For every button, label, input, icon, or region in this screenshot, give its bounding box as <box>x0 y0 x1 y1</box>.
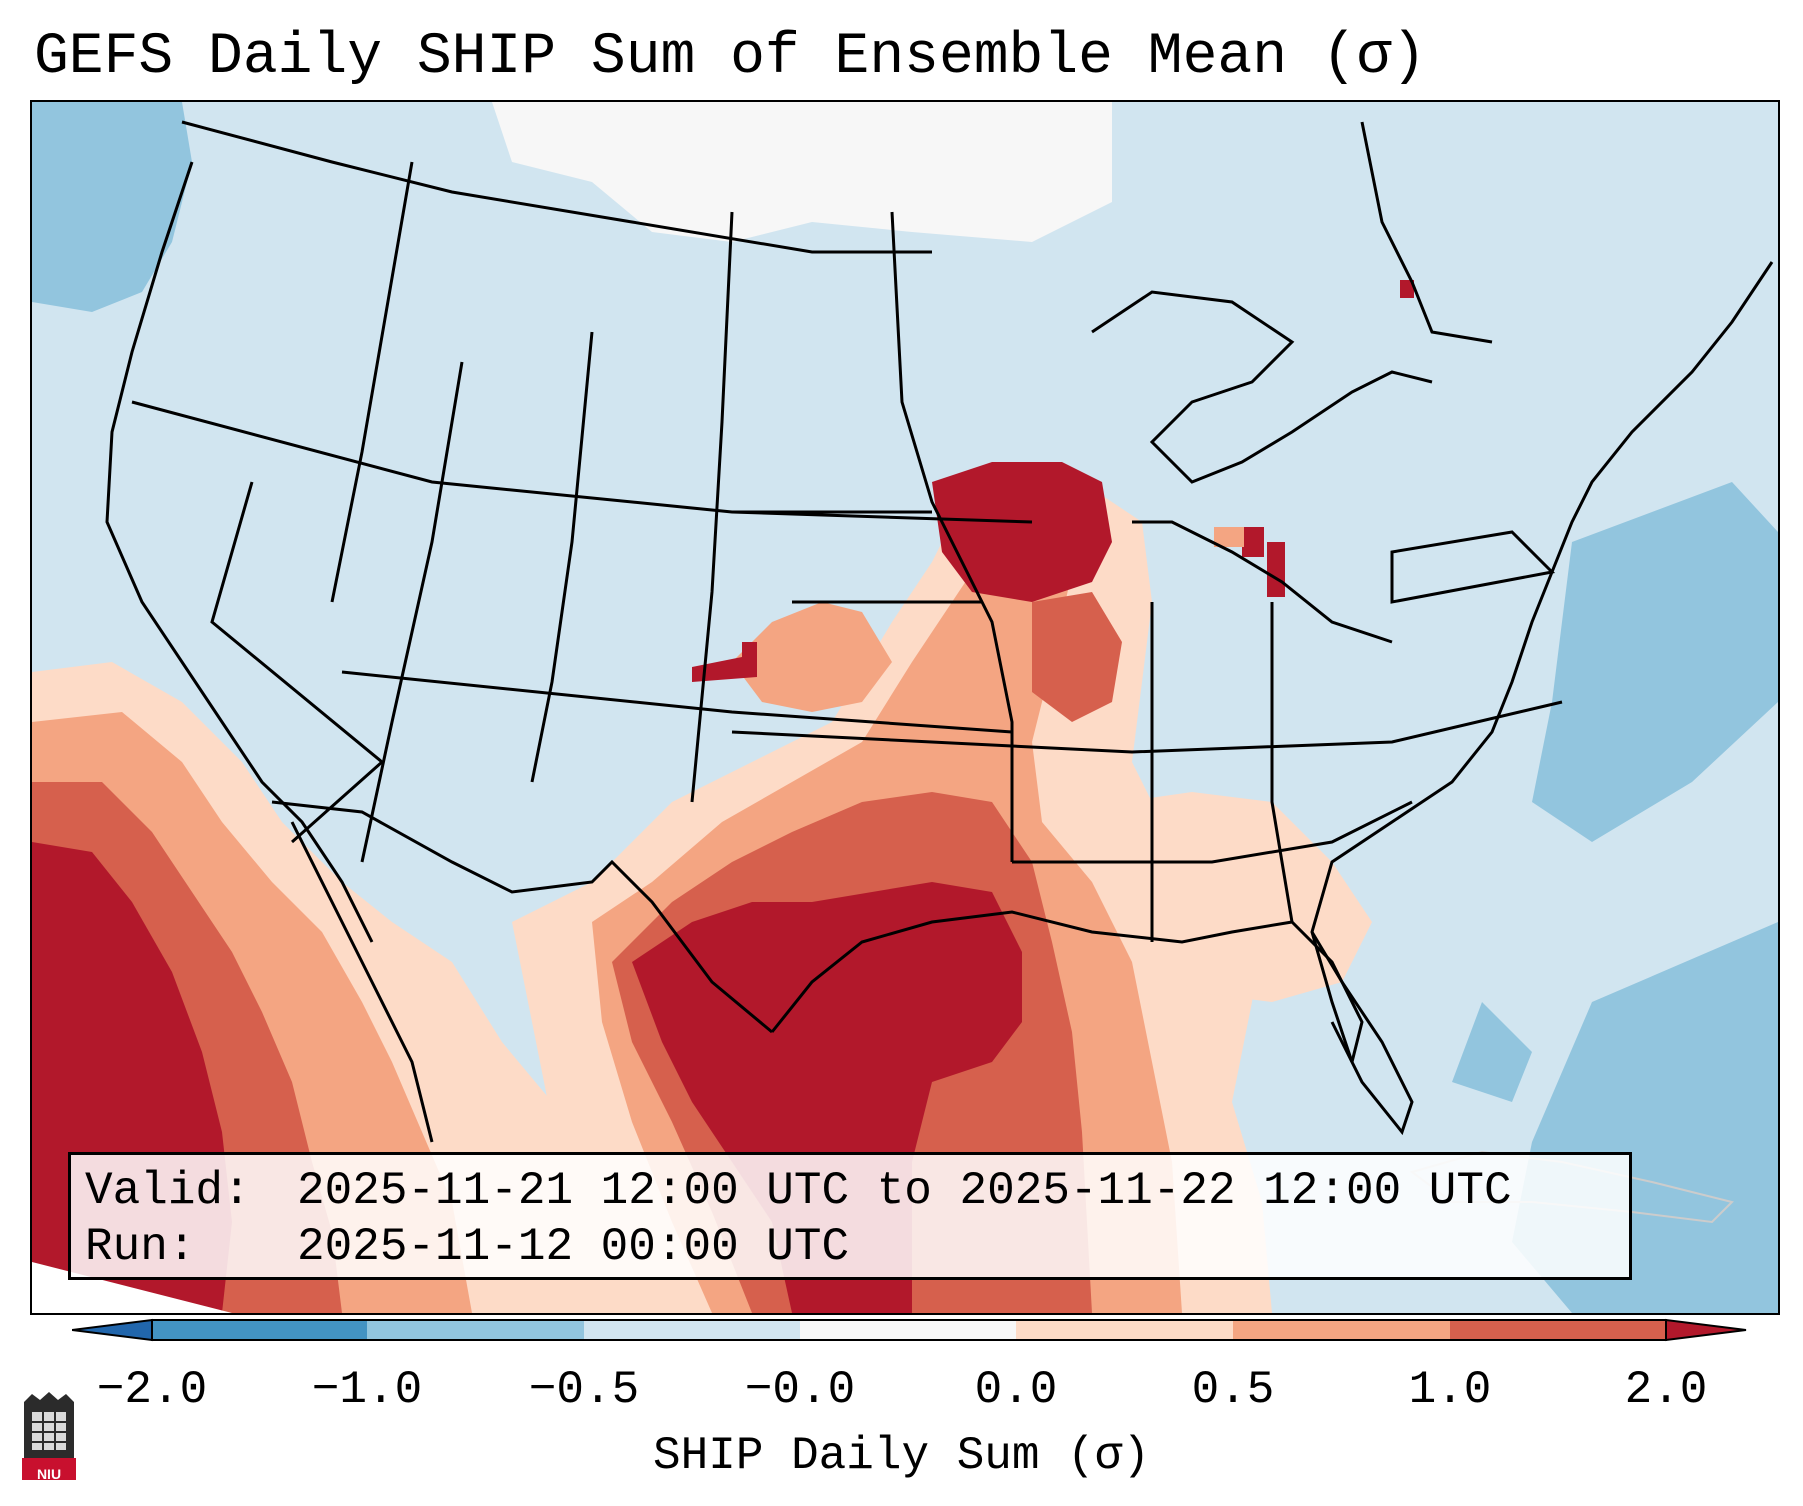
state-line-12 <box>1012 800 1413 864</box>
baja-coast <box>290 821 434 1143</box>
colorado-extreme-cell <box>692 642 757 682</box>
run-row: Run: 2025-11-12 00:00 UTC <box>85 1219 1615 1275</box>
pacific-negative-anomaly <box>32 102 192 312</box>
colorbar <box>72 1318 1747 1342</box>
colorbar-bin-6 <box>1233 1320 1450 1340</box>
colorbar-tick: 0.5 <box>1191 1364 1275 1416</box>
texas-extreme-positive <box>632 882 1022 1313</box>
nebraska-positive <box>732 602 892 712</box>
colorbar-tick: −0.0 <box>744 1364 856 1416</box>
niu-logo-text: NIU <box>36 1466 62 1482</box>
run-label: Run: <box>85 1221 196 1273</box>
political-boundaries <box>105 120 1774 1143</box>
great-lakes <box>1091 290 1433 484</box>
niu-logo: NIU <box>20 1392 78 1484</box>
us-canada-border <box>181 120 932 254</box>
colorbar-outline <box>151 1319 1667 1341</box>
colorbar-bin-4 <box>800 1320 1016 1340</box>
valid-label: Valid: <box>85 1165 251 1217</box>
state-line-6 <box>690 211 734 803</box>
state-line-11 <box>731 700 1563 754</box>
state-line-17 <box>1360 121 1493 344</box>
state-line-2 <box>131 400 1033 524</box>
canada-neutral-area <box>492 102 1112 242</box>
iowa-extreme-positive <box>932 462 1112 602</box>
colorbar-bin-3 <box>584 1320 800 1340</box>
valid-row: Valid: 2025-11-21 12:00 UTC to 2025-11-22… <box>85 1163 1615 1219</box>
state-line-4 <box>360 361 464 863</box>
colorbar-label: SHIP Daily Sum (σ) <box>653 1430 1150 1482</box>
state-line-16 <box>1390 530 1556 604</box>
atlantic-negative-anomaly <box>1532 482 1778 842</box>
state-line-15 <box>1270 602 1294 923</box>
valid-value: 2025-11-21 12:00 UTC to 2025-11-22 12:00… <box>297 1165 1512 1217</box>
west-coast <box>105 161 374 943</box>
colorbar-extend-low <box>72 1318 153 1342</box>
colorbar-bin-2 <box>367 1320 584 1340</box>
quebec-extreme-cell <box>1400 280 1414 298</box>
gulf-negative-patch <box>1452 1002 1532 1102</box>
run-value: 2025-11-12 00:00 UTC <box>297 1221 850 1273</box>
colorbar-tick: 1.0 <box>1408 1364 1492 1416</box>
us-mexico-border <box>271 800 773 1034</box>
colorbar-bin-7 <box>1450 1320 1666 1340</box>
map-panel <box>30 100 1780 1315</box>
colorbar-extend-high <box>1665 1318 1747 1342</box>
florida <box>1310 931 1414 1136</box>
colorbar-tick: −0.5 <box>528 1364 640 1416</box>
colorbar-bin-5 <box>1016 1320 1233 1340</box>
state-line-13 <box>1132 520 1393 644</box>
indiana-extreme-cell <box>1242 527 1264 557</box>
east-coast <box>1310 261 1774 1063</box>
validity-info-box: Valid: 2025-11-21 12:00 UTC to 2025-11-22… <box>68 1152 1632 1280</box>
colorbar-tick: −1.0 <box>311 1364 423 1416</box>
niu-logo-graphic <box>22 1392 76 1480</box>
chart-title: GEFS Daily SHIP Sum of Ensemble Mean (σ) <box>34 25 1427 90</box>
colorbar-tick: 0.0 <box>974 1364 1058 1416</box>
state-line-7 <box>341 670 1013 734</box>
indiana-moderate-cell <box>1214 527 1244 547</box>
state-line-3 <box>210 481 385 844</box>
map-canvas <box>32 102 1778 1313</box>
colorbar-tick: 2.0 <box>1624 1364 1708 1416</box>
iowa-strong-positive <box>1032 592 1122 722</box>
state-line-5 <box>530 331 594 783</box>
colorbar-bin-1 <box>152 1320 367 1340</box>
indiana-extreme-cell-2 <box>1267 542 1285 597</box>
colorbar-tick: −2.0 <box>96 1364 208 1416</box>
state-line-1 <box>330 161 414 603</box>
